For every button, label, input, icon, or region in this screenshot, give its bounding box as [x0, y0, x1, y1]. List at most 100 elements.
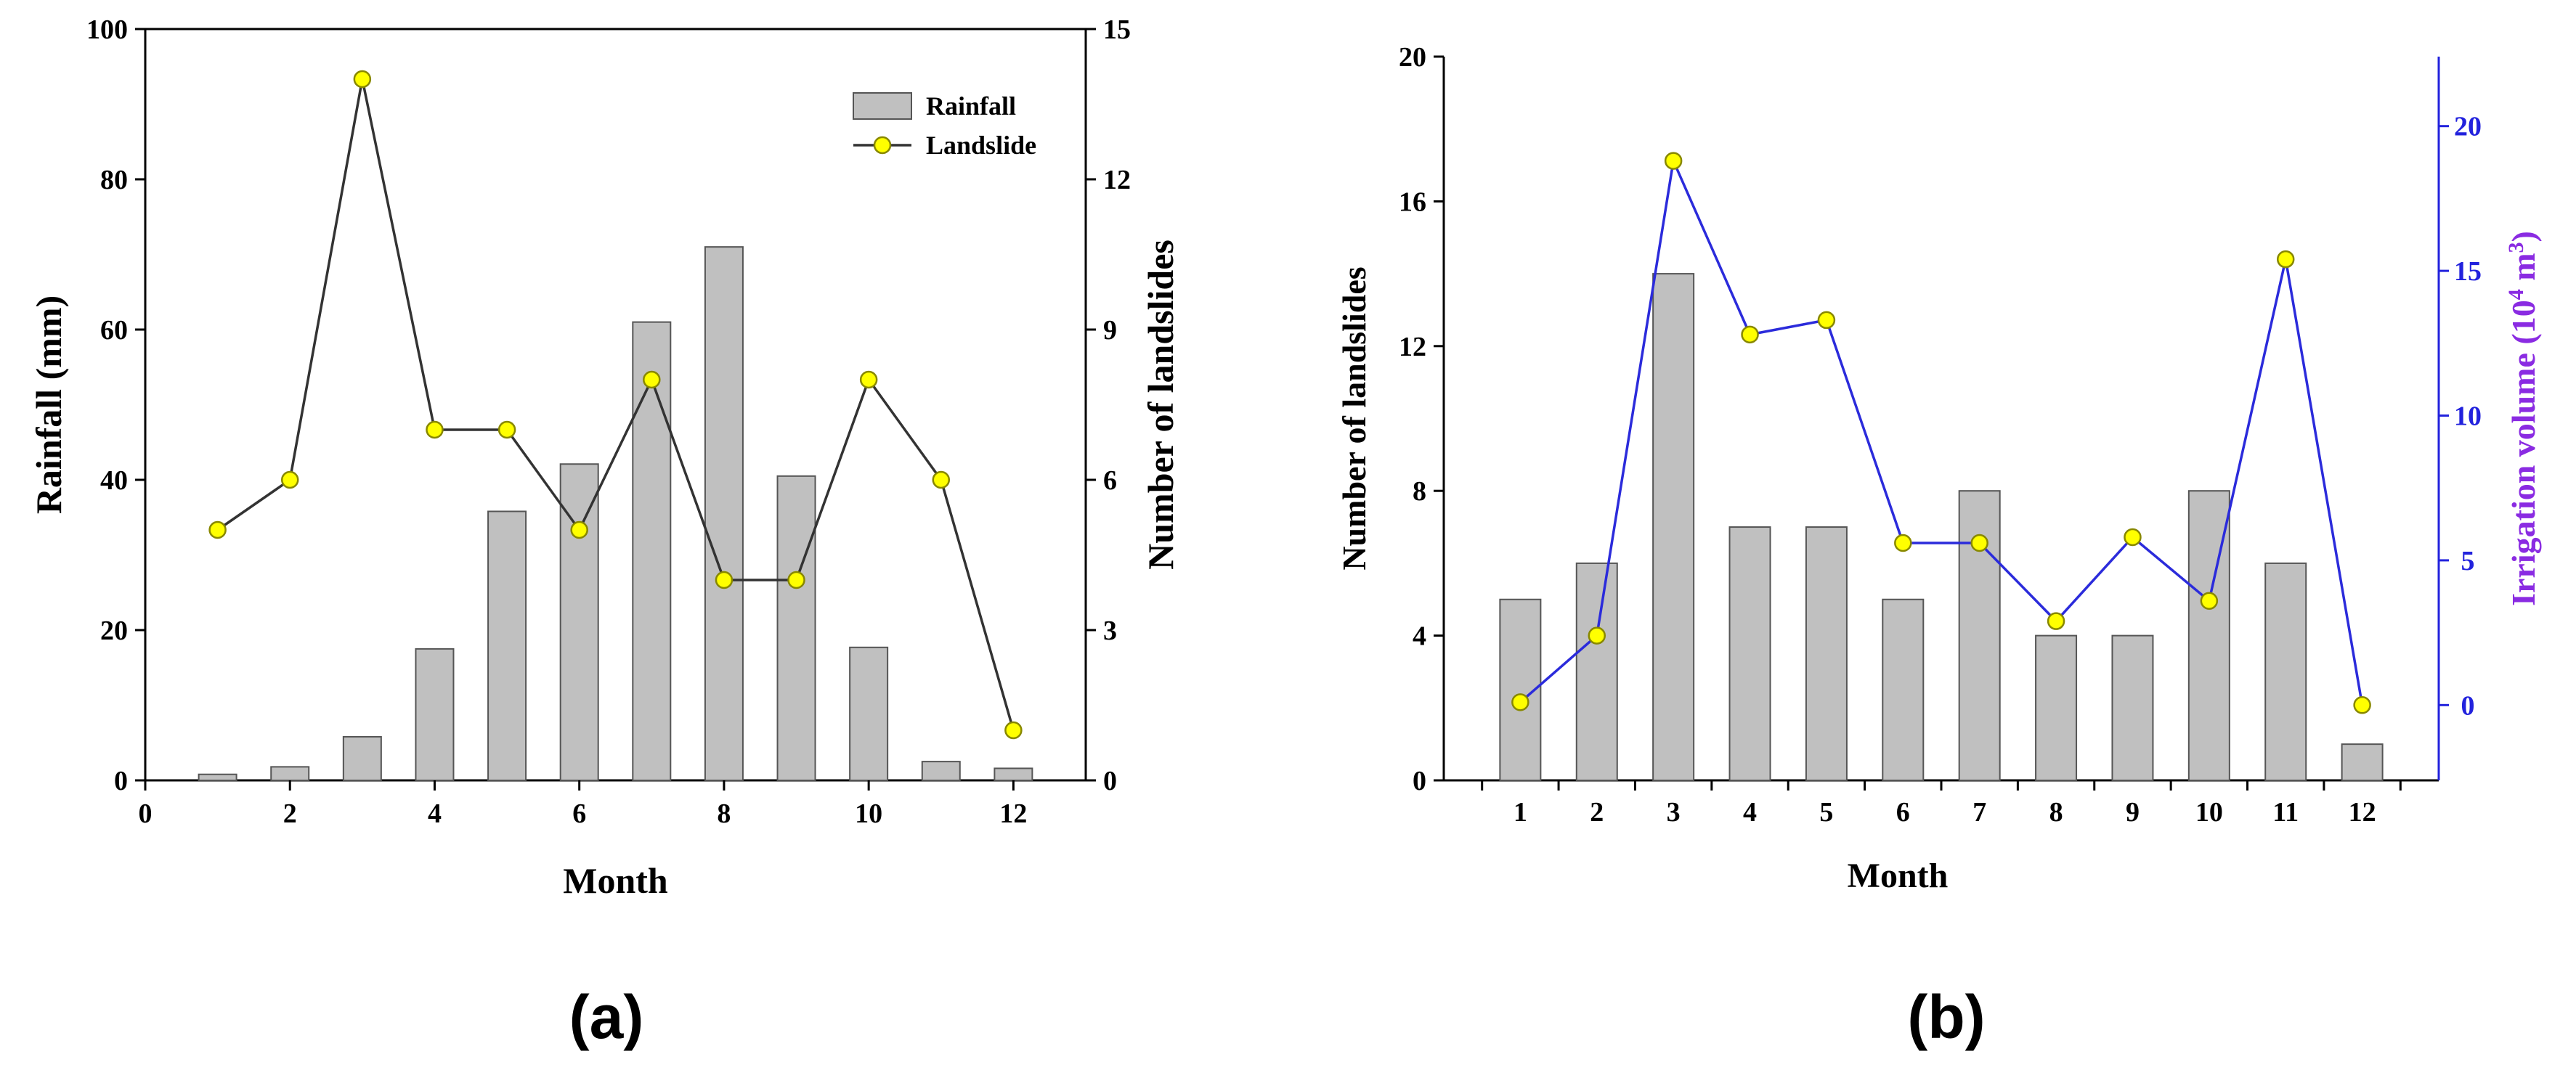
superscript: 4 — [2504, 289, 2528, 300]
landslide-point-12 — [1004, 721, 1023, 740]
y-left-axis-label-a: Rainfall (mm) — [28, 295, 69, 514]
x-tick-label-b: 11 — [2272, 797, 2299, 828]
landslides-bar-11 — [2264, 562, 2307, 782]
irrigation-point-12 — [2353, 696, 2371, 714]
landslide-point-5 — [497, 420, 516, 439]
landslide-point-7 — [643, 370, 661, 389]
irrigation-point-1 — [1511, 693, 1529, 711]
x-tick-label-b: 5 — [1819, 797, 1833, 828]
irrigation-point-8 — [2047, 612, 2065, 630]
x-tick-label-b: 3 — [1667, 797, 1681, 828]
y-left-tick-label-b: 20 — [1399, 42, 1426, 73]
y-right-tick-label-a: 9 — [1103, 315, 1117, 346]
landslide-point-10 — [859, 370, 878, 389]
y-right-tick-label-b: 10 — [2454, 401, 2482, 432]
landslides-bar-4 — [1728, 526, 1771, 781]
legend-label-landslide: Landslide — [926, 131, 1036, 160]
irrigation-point-10 — [2200, 592, 2219, 610]
y-right-tick-label-a: 3 — [1103, 616, 1117, 646]
chart-panel-b: 1 2 3 4 5 6 7 8 9 10 11 1204812162005101520MonthNum… — [1336, 42, 2542, 895]
landslide-point-6 — [570, 520, 588, 539]
superscript: 3 — [2504, 242, 2528, 253]
irrigation-point-9 — [2124, 528, 2142, 547]
y-left-tick-label-b: 4 — [1413, 621, 1426, 652]
caption-b: (b) — [1907, 983, 1985, 1051]
x-tick-label-b: 9 — [2126, 797, 2140, 828]
label-part: Irrigation volume (10 — [2505, 300, 2542, 606]
irrigation-point-7 — [1970, 534, 1988, 552]
irrigation-point-11 — [2276, 250, 2295, 269]
legend-swatch-rainfall — [853, 92, 912, 120]
x-tick-label-a: 4 — [428, 799, 442, 829]
landslides-bar-6 — [1882, 598, 1925, 781]
x-tick-label-b: 8 — [2049, 797, 2063, 828]
rainfall-bar-4 — [415, 648, 455, 781]
label-part: ) — [2505, 231, 2542, 242]
landslide-point-8 — [715, 571, 734, 589]
landslides-bar-2 — [1575, 562, 1618, 782]
y-left-tick-label-b: 16 — [1399, 187, 1426, 217]
y-right-tick-label-b: 5 — [2461, 546, 2475, 576]
legend-label-rainfall: Rainfall — [926, 91, 1016, 121]
rainfall-bar-11 — [921, 761, 961, 781]
caption-a: (a) — [569, 983, 644, 1051]
chart-panel-a: 0 2 4 6 8 10 12 0 20 40 60 80 100 0 3 6 9 12 15 Month Rainfa… — [28, 15, 1181, 901]
landslide-line — [216, 78, 1015, 731]
y-right-tick-label-a: 15 — [1103, 15, 1131, 45]
y-left-tick-label-b: 12 — [1399, 332, 1426, 362]
y-left-tick-label-a: 40 — [100, 465, 128, 496]
x-tick-label-a: 10 — [855, 799, 882, 829]
irrigation-point-3 — [1664, 152, 1683, 170]
x-tick-label-b: 10 — [2195, 797, 2223, 828]
landslide-point-11 — [932, 470, 951, 489]
y-right-axis-label-a: Number of landslides — [1140, 240, 1181, 570]
x-tick-label-a: 0 — [139, 799, 153, 829]
x-tick-label-a: 6 — [572, 799, 586, 829]
x-tick-label-b: 12 — [2349, 797, 2376, 828]
irrigation-point-2 — [1588, 626, 1606, 645]
landslide-point-2 — [280, 470, 299, 489]
x-tick-label-a: 12 — [999, 799, 1027, 829]
rainfall-bar-12 — [994, 767, 1033, 781]
y-left-tick-label-a: 20 — [100, 616, 128, 646]
x-axis-label-a: Month — [563, 860, 668, 901]
x-tick-label-b: 6 — [1896, 797, 1910, 828]
irrigation-point-6 — [1894, 534, 1912, 552]
rainfall-bar-10 — [849, 646, 889, 781]
rainfall-bar-9 — [776, 475, 816, 781]
x-tick-label-a: 2 — [283, 799, 297, 829]
legend-marker-landslide — [873, 136, 892, 155]
irrigation-line — [1519, 156, 2364, 706]
y-right-axis-label-b: Irrigation volume (104 m3) — [2504, 231, 2543, 606]
landslide-point-9 — [787, 571, 805, 589]
y-right-tick-label-b: 0 — [2461, 690, 2475, 721]
rainfall-bar-2 — [270, 766, 310, 781]
x-tick-label-b: 2 — [1590, 797, 1604, 828]
rainfall-bar-8 — [704, 246, 744, 781]
x-axis-label-b: Month — [1848, 857, 1949, 895]
x-tick-label-a: 8 — [717, 799, 731, 829]
y-right-tick-label-b: 20 — [2454, 112, 2482, 142]
landslide-point-3 — [353, 70, 372, 89]
landslide-point-1 — [208, 520, 227, 539]
y-left-tick-label-a: 100 — [86, 15, 128, 45]
landslides-bar-12 — [2341, 743, 2384, 782]
x-tick-label-b: 4 — [1743, 797, 1757, 828]
x-tick-label-b: 1 — [1513, 797, 1527, 828]
y-left-tick-label-a: 80 — [100, 165, 128, 195]
y-right-tick-label-a: 0 — [1103, 766, 1117, 796]
y-right-tick-label-b: 15 — [2454, 256, 2482, 287]
rainfall-bar-7 — [632, 321, 672, 781]
y-left-tick-label-a: 60 — [100, 315, 128, 346]
y-left-axis-label-b: Number of landslides — [1336, 266, 1373, 570]
rainfall-bar-1 — [198, 773, 237, 781]
rainfall-bar-3 — [342, 735, 382, 781]
irrigation-point-4 — [1741, 325, 1759, 344]
landslides-bar-7 — [1958, 490, 2001, 781]
y-right-tick-label-a: 12 — [1103, 165, 1131, 195]
x-tick-label-b: 7 — [1972, 797, 1986, 828]
landslides-bar-5 — [1805, 526, 1848, 781]
label-part: m — [2505, 253, 2542, 289]
y-left-tick-label-b: 8 — [1413, 476, 1426, 507]
